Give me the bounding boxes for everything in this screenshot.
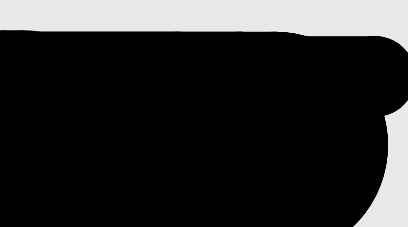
Text: 算单元: 算单元 [200,146,215,155]
Text: 动降低: 动降低 [364,125,376,132]
Bar [281,134,349,160]
Text: +: + [266,135,273,144]
Text: +: + [242,71,249,80]
Bar [178,134,237,160]
Bar [264,67,333,88]
Bar [209,45,349,106]
Text: 电流控制指令: 电流控制指令 [142,69,168,76]
Text: 用的电: 用的电 [364,133,376,140]
Text: 流指令: 流指令 [364,141,376,147]
Text: 0: 0 [267,136,271,142]
Text: 电机电流: 电机电流 [142,138,159,144]
Text: 电流补偿指: 电流补偿指 [303,140,327,149]
Text: 比例积分器: 比例积分器 [287,73,310,82]
Text: -: - [260,143,263,152]
Text: 电流矢量控制部: 电流矢量控制部 [262,45,296,54]
Text: 电流脉: 电流脉 [364,117,376,124]
Text: 脉动电流计: 脉动电流计 [196,140,220,149]
Text: 令生成单元: 令生成单元 [303,146,327,155]
Text: +: + [216,79,223,87]
Text: +: + [208,71,215,80]
Text: +: + [250,79,257,87]
Text: 恒力矩控制部: 恒力矩控制部 [244,171,273,180]
Bar [159,114,359,181]
Text: 电压控制指令: 电压控制指令 [377,69,402,76]
